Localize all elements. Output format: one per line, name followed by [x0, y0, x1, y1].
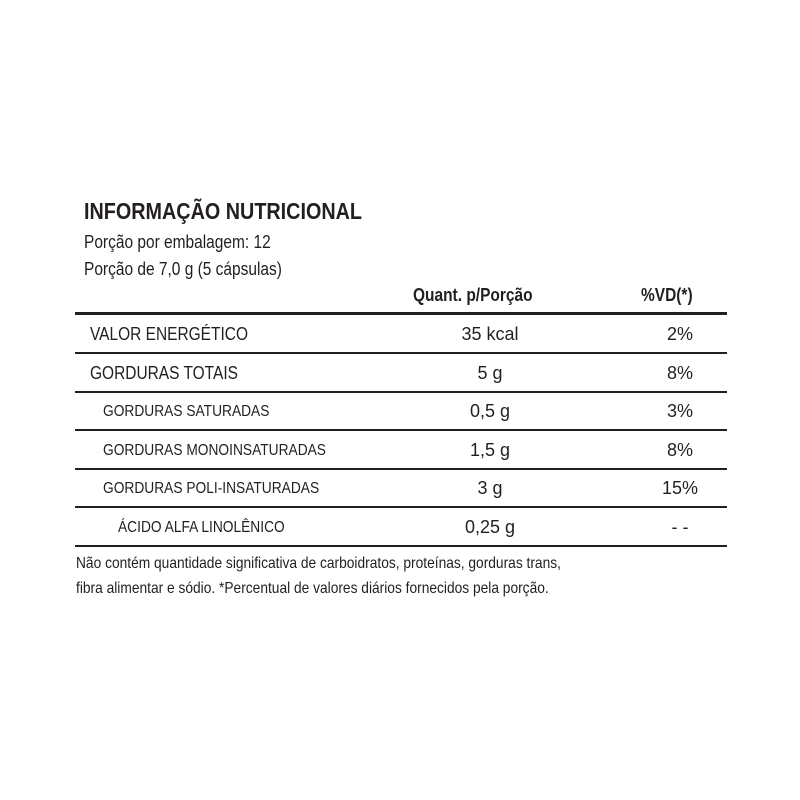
row-divider: [75, 429, 727, 431]
nutrient-label: GORDURAS SATURADAS: [103, 403, 270, 420]
column-header-daily-value: %VD(*): [641, 285, 693, 305]
table-row: GORDURAS POLI-INSATURADAS 3 g 15%: [75, 469, 727, 507]
row-divider: [75, 467, 727, 470]
nutrient-quantity: 0,5 g: [469, 401, 511, 421]
table-row: VALOR ENERGÉTICO 35 kcal 2%: [75, 315, 727, 353]
row-divider: [75, 544, 727, 547]
nutrient-daily-value: 15%: [661, 478, 699, 498]
nutrient-quantity: 35 kcal: [461, 324, 519, 344]
nutrient-quantity: 0,25 g: [464, 516, 516, 537]
footnote-line: Não contém quantidade significativa de c…: [76, 555, 561, 572]
table-top-rule: [75, 312, 727, 315]
label-title: INFORMAÇÃO NUTRICIONAL: [84, 198, 362, 224]
nutrient-label: VALOR ENERGÉTICO: [90, 324, 248, 344]
nutrient-daily-value: - -: [671, 516, 689, 537]
nutrient-daily-value: 3%: [666, 401, 693, 421]
table-row: ÁCIDO ALFA LINOLÊNICO 0,25 g - -: [75, 508, 727, 546]
serving-size: Porção de 7,0 g (5 cápsulas): [84, 259, 282, 279]
nutrient-label: GORDURAS TOTAIS: [90, 362, 238, 383]
footnote: Não contém quantidade significativa de c…: [76, 551, 796, 601]
nutrient-quantity: 1,5 g: [469, 439, 511, 460]
nutrient-daily-value: 8%: [666, 439, 693, 460]
nutrient-label: GORDURAS MONOINSATURADAS: [103, 441, 326, 459]
row-divider: [75, 352, 727, 354]
nutrient-label: GORDURAS POLI-INSATURADAS: [103, 480, 320, 497]
servings-per-package: Porção por embalagem: 12: [84, 232, 271, 252]
nutrient-quantity: 3 g: [477, 478, 503, 498]
nutrient-daily-value: 2%: [666, 324, 693, 344]
nutrient-daily-value: 8%: [666, 362, 693, 383]
nutrient-quantity: 5 g: [477, 362, 503, 383]
footnote-line: fibra alimentar e sódio. *Percentual de …: [76, 580, 549, 597]
nutrient-label: ÁCIDO ALFA LINOLÊNICO: [118, 518, 285, 536]
row-divider: [75, 390, 727, 393]
table-row: GORDURAS SATURADAS 0,5 g 3%: [75, 392, 727, 430]
table-row: GORDURAS TOTAIS 5 g 8%: [75, 354, 727, 392]
row-divider: [75, 506, 727, 508]
column-header-quantity: Quant. p/Porção: [413, 285, 533, 305]
table-row: GORDURAS MONOINSATURADAS 1,5 g 8%: [75, 431, 727, 469]
